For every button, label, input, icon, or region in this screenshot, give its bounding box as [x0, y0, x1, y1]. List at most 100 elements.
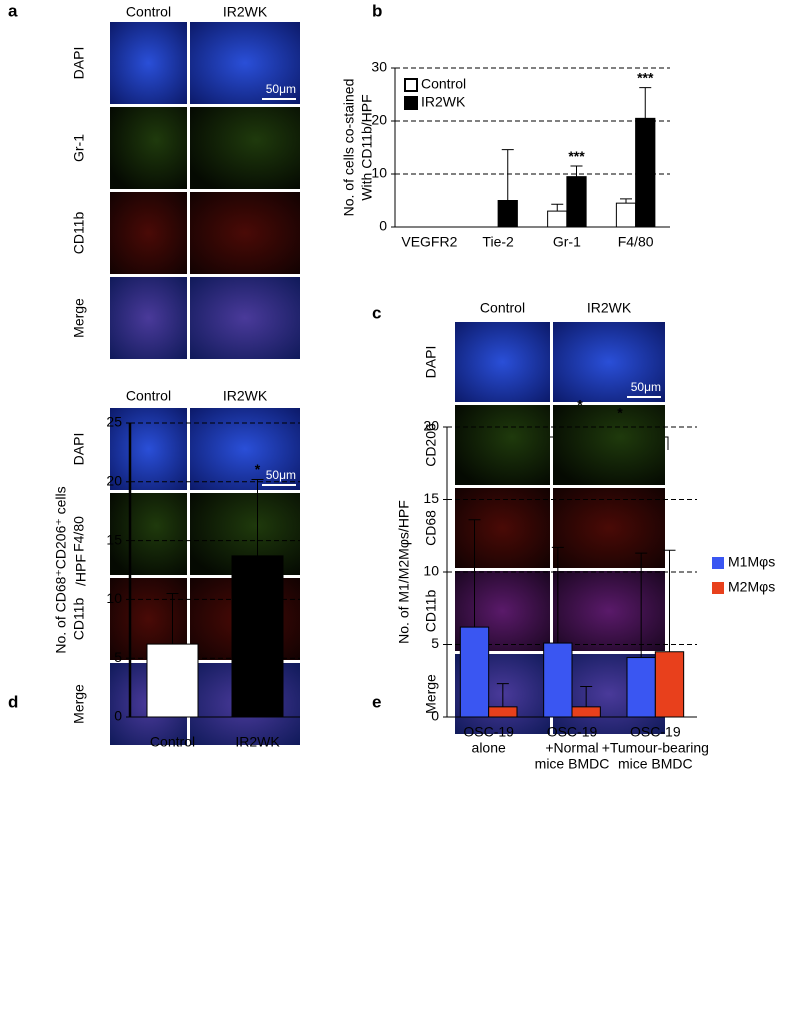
y-tick-label: 0	[114, 708, 122, 724]
error-bar	[663, 549, 676, 652]
bar	[543, 642, 573, 718]
error-bar	[501, 149, 514, 201]
panel-label: a	[8, 1, 18, 20]
x-tick-label: Tie-2	[482, 234, 514, 250]
bar	[459, 626, 490, 718]
row-label: CD11b	[71, 598, 87, 641]
legend-label: Control	[421, 76, 466, 92]
error-bar	[496, 683, 509, 707]
significance-label: *	[255, 461, 261, 477]
x-tick-label: mice BMDC	[618, 756, 693, 772]
row-label: CD206	[423, 423, 439, 467]
error-bar	[635, 552, 648, 658]
legend-label: IR2WK	[421, 94, 466, 110]
y-tick-label: 20	[106, 473, 122, 489]
bar	[626, 657, 656, 718]
bar	[654, 651, 685, 718]
y-tick-label: 25	[106, 414, 122, 430]
row-label: CD11b	[423, 590, 439, 633]
y-tick-label: 10	[371, 165, 387, 181]
y-tick-label: 5	[431, 635, 439, 651]
y-axis-label: With CD11b/HPF	[359, 94, 375, 200]
micrograph	[553, 571, 665, 651]
legend-swatch	[712, 557, 724, 569]
column-header: IR2WK	[223, 4, 268, 20]
x-tick-label: mice BMDC	[535, 756, 610, 772]
panel-label: d	[8, 692, 18, 711]
error-bar	[166, 593, 179, 645]
x-tick-label: OSC-19	[630, 724, 681, 740]
error-bar	[251, 478, 264, 556]
scale-bar-label: 50μm	[266, 468, 296, 482]
x-tick-label: OSC-19	[463, 724, 514, 740]
row-label: CD68	[423, 510, 439, 546]
y-tick-label: 30	[371, 59, 387, 75]
error-bar	[551, 546, 564, 644]
micrograph	[190, 192, 300, 274]
y-tick-label: 0	[379, 218, 387, 234]
y-tick-label: 5	[114, 649, 122, 665]
micrograph	[190, 277, 300, 359]
micrograph	[553, 405, 665, 485]
micrograph	[110, 22, 187, 104]
column-header: IR2WK	[223, 388, 268, 404]
y-tick-label: 20	[423, 418, 439, 434]
error-bar	[570, 165, 583, 177]
y-tick-label: 10	[106, 590, 122, 606]
error-bar	[639, 87, 652, 119]
x-tick-label: IR2WK	[235, 734, 280, 750]
error-bar	[551, 203, 564, 212]
column-header: Control	[126, 388, 171, 404]
scale-bar-label: 50μm	[631, 380, 661, 394]
micrograph	[110, 107, 187, 189]
x-tick-label: +Normal	[545, 740, 598, 756]
legend-swatch	[404, 96, 418, 110]
micrograph	[455, 488, 550, 568]
y-tick-label: 10	[423, 563, 439, 579]
x-tick-label: alone	[472, 740, 506, 756]
micrograph	[190, 22, 300, 104]
x-tick-label: OSC-19	[547, 724, 598, 740]
bar	[635, 117, 656, 228]
y-tick-label: 20	[371, 112, 387, 128]
error-bar	[620, 198, 632, 204]
bar	[497, 200, 518, 228]
micrograph	[110, 493, 187, 575]
legend-swatch	[404, 78, 418, 92]
y-tick-label: 15	[423, 490, 439, 506]
x-tick-label: Gr-1	[553, 234, 581, 250]
column-header: Control	[126, 4, 171, 20]
micrograph	[110, 408, 187, 490]
x-tick-label: F4/80	[618, 234, 654, 250]
row-label: Gr-1	[71, 134, 87, 162]
micrograph	[553, 488, 665, 568]
row-label: F4/80	[71, 516, 87, 552]
y-axis-label: No. of M1/M2Mφs/HPF	[396, 500, 412, 644]
y-axis-label: /HPF	[73, 554, 89, 586]
micrograph	[190, 408, 300, 490]
legend-label: M2Mφs	[728, 579, 775, 595]
panel-label: e	[372, 692, 381, 711]
legend-swatch	[712, 582, 724, 594]
bar	[146, 643, 199, 718]
y-axis-label: No. of CD68⁺CD206⁺ cells	[53, 486, 69, 653]
x-tick-label: Control	[150, 734, 195, 750]
y-tick-label: 0	[431, 708, 439, 724]
bar	[547, 210, 568, 228]
row-label: Merge	[71, 684, 87, 724]
micrograph	[190, 107, 300, 189]
significance-label: *	[617, 405, 623, 421]
y-axis-label: No. of cells co-stained	[341, 79, 357, 217]
panel-label: c	[372, 303, 381, 322]
row-label: DAPI	[423, 346, 439, 379]
significance-label: ***	[568, 148, 585, 164]
bar	[231, 555, 284, 718]
row-label: Merge	[423, 674, 439, 714]
y-tick-label: 15	[106, 531, 122, 547]
bar	[488, 706, 518, 718]
bar	[615, 202, 637, 228]
bar	[566, 176, 587, 228]
micrograph	[110, 192, 187, 274]
row-label: CD11b	[71, 212, 87, 255]
row-label: Merge	[71, 298, 87, 338]
